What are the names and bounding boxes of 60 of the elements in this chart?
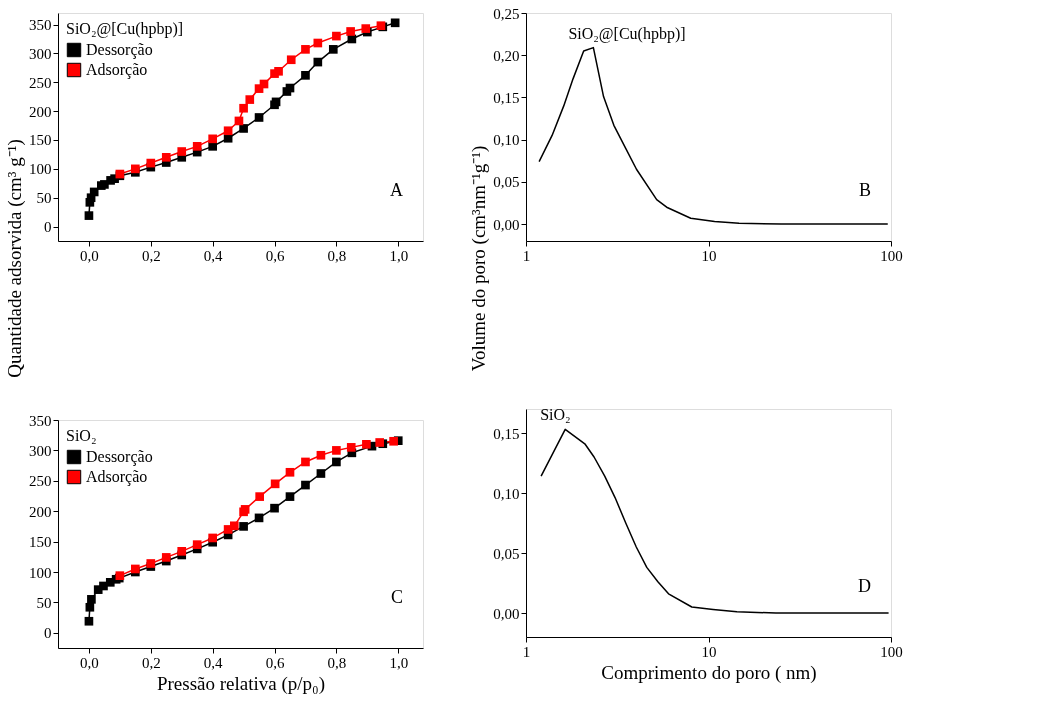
x-tick-label: 0,0 [80, 247, 99, 264]
y-tick-label: 50 [36, 594, 52, 611]
x-axis-title: Pressão relativa (p/p₀) [156, 672, 326, 695]
y-tick-label: 0,00 [493, 216, 520, 233]
y-tick-label: 0,05 [493, 545, 520, 562]
x-tick-label: 0,2 [141, 654, 161, 671]
legend-label: Dessorção [86, 41, 153, 59]
y-tick-label: 0,05 [493, 174, 520, 191]
y-tick-label: 150 [29, 534, 52, 551]
y-axis-title: Quantidade adsorvida (cm³ g⁻¹) [4, 139, 26, 378]
y-tick-label: 0,15 [493, 89, 520, 106]
y-tick-label: 0,10 [493, 132, 520, 149]
y-axis-title: Volume do poro (cm³nm⁻¹g⁻¹) [468, 145, 491, 372]
x-tick-label: 1,0 [389, 247, 409, 264]
x-tick-label: 10 [701, 247, 717, 264]
y-tick-label: 250 [29, 74, 52, 91]
x-tick-label: 1 [522, 247, 531, 264]
y-tick-label: 0,15 [493, 425, 520, 442]
annotation: C [390, 587, 403, 607]
y-tick-label: 300 [29, 45, 52, 62]
legend-label: Dessorção [86, 448, 153, 466]
y-tick-label: 350 [29, 17, 52, 34]
y-tick-label: 100 [29, 161, 52, 178]
y-tick-label: 0,00 [493, 605, 520, 622]
y-tick-label: 250 [29, 473, 52, 490]
y-tick-label: 0,10 [493, 485, 520, 502]
x-tick-label: 0,6 [265, 654, 285, 671]
y-tick-label: 350 [29, 412, 52, 429]
legend-label: Adsorção [86, 468, 148, 486]
annotation: B [858, 180, 871, 200]
y-tick-label: 300 [29, 442, 52, 459]
x-tick-label: 100 [880, 643, 903, 660]
x-tick-label: 0,8 [327, 247, 347, 264]
series-label: SiO₂@[Cu(hpbp)] [568, 24, 686, 43]
x-tick-label: 0,0 [80, 654, 99, 671]
legend-label: Adsorção [86, 61, 148, 79]
legend-title: SiO₂ [66, 427, 97, 444]
x-axis-title: Comprimento do poro ( nm) [601, 661, 817, 684]
y-tick-label: 0,25 [493, 5, 520, 22]
y-tick-label: 0 [44, 625, 52, 642]
x-tick-label: 1,0 [389, 654, 409, 671]
x-tick-label: 100 [880, 247, 903, 264]
y-tick-label: 0,20 [493, 47, 520, 64]
y-tick-label: 100 [29, 564, 52, 581]
x-tick-label: 0,4 [203, 247, 224, 264]
x-tick-label: 10 [701, 643, 717, 660]
annotation: D [858, 576, 871, 596]
x-tick-label: 0,4 [203, 654, 224, 671]
y-tick-label: 0 [44, 219, 52, 236]
legend-title: SiO₂@[Cu(hpbp)] [66, 20, 184, 38]
x-tick-label: 0,6 [265, 247, 285, 264]
y-tick-label: 150 [29, 132, 52, 149]
y-tick-label: 200 [29, 503, 52, 520]
x-tick-label: 0,8 [327, 654, 347, 671]
y-tick-label: 200 [29, 103, 52, 120]
series-label: SiO₂ [540, 406, 571, 424]
y-tick-label: 50 [36, 190, 52, 207]
annotation: A [390, 180, 403, 200]
x-tick-label: 0,2 [141, 247, 161, 264]
x-tick-label: 1 [522, 643, 531, 660]
